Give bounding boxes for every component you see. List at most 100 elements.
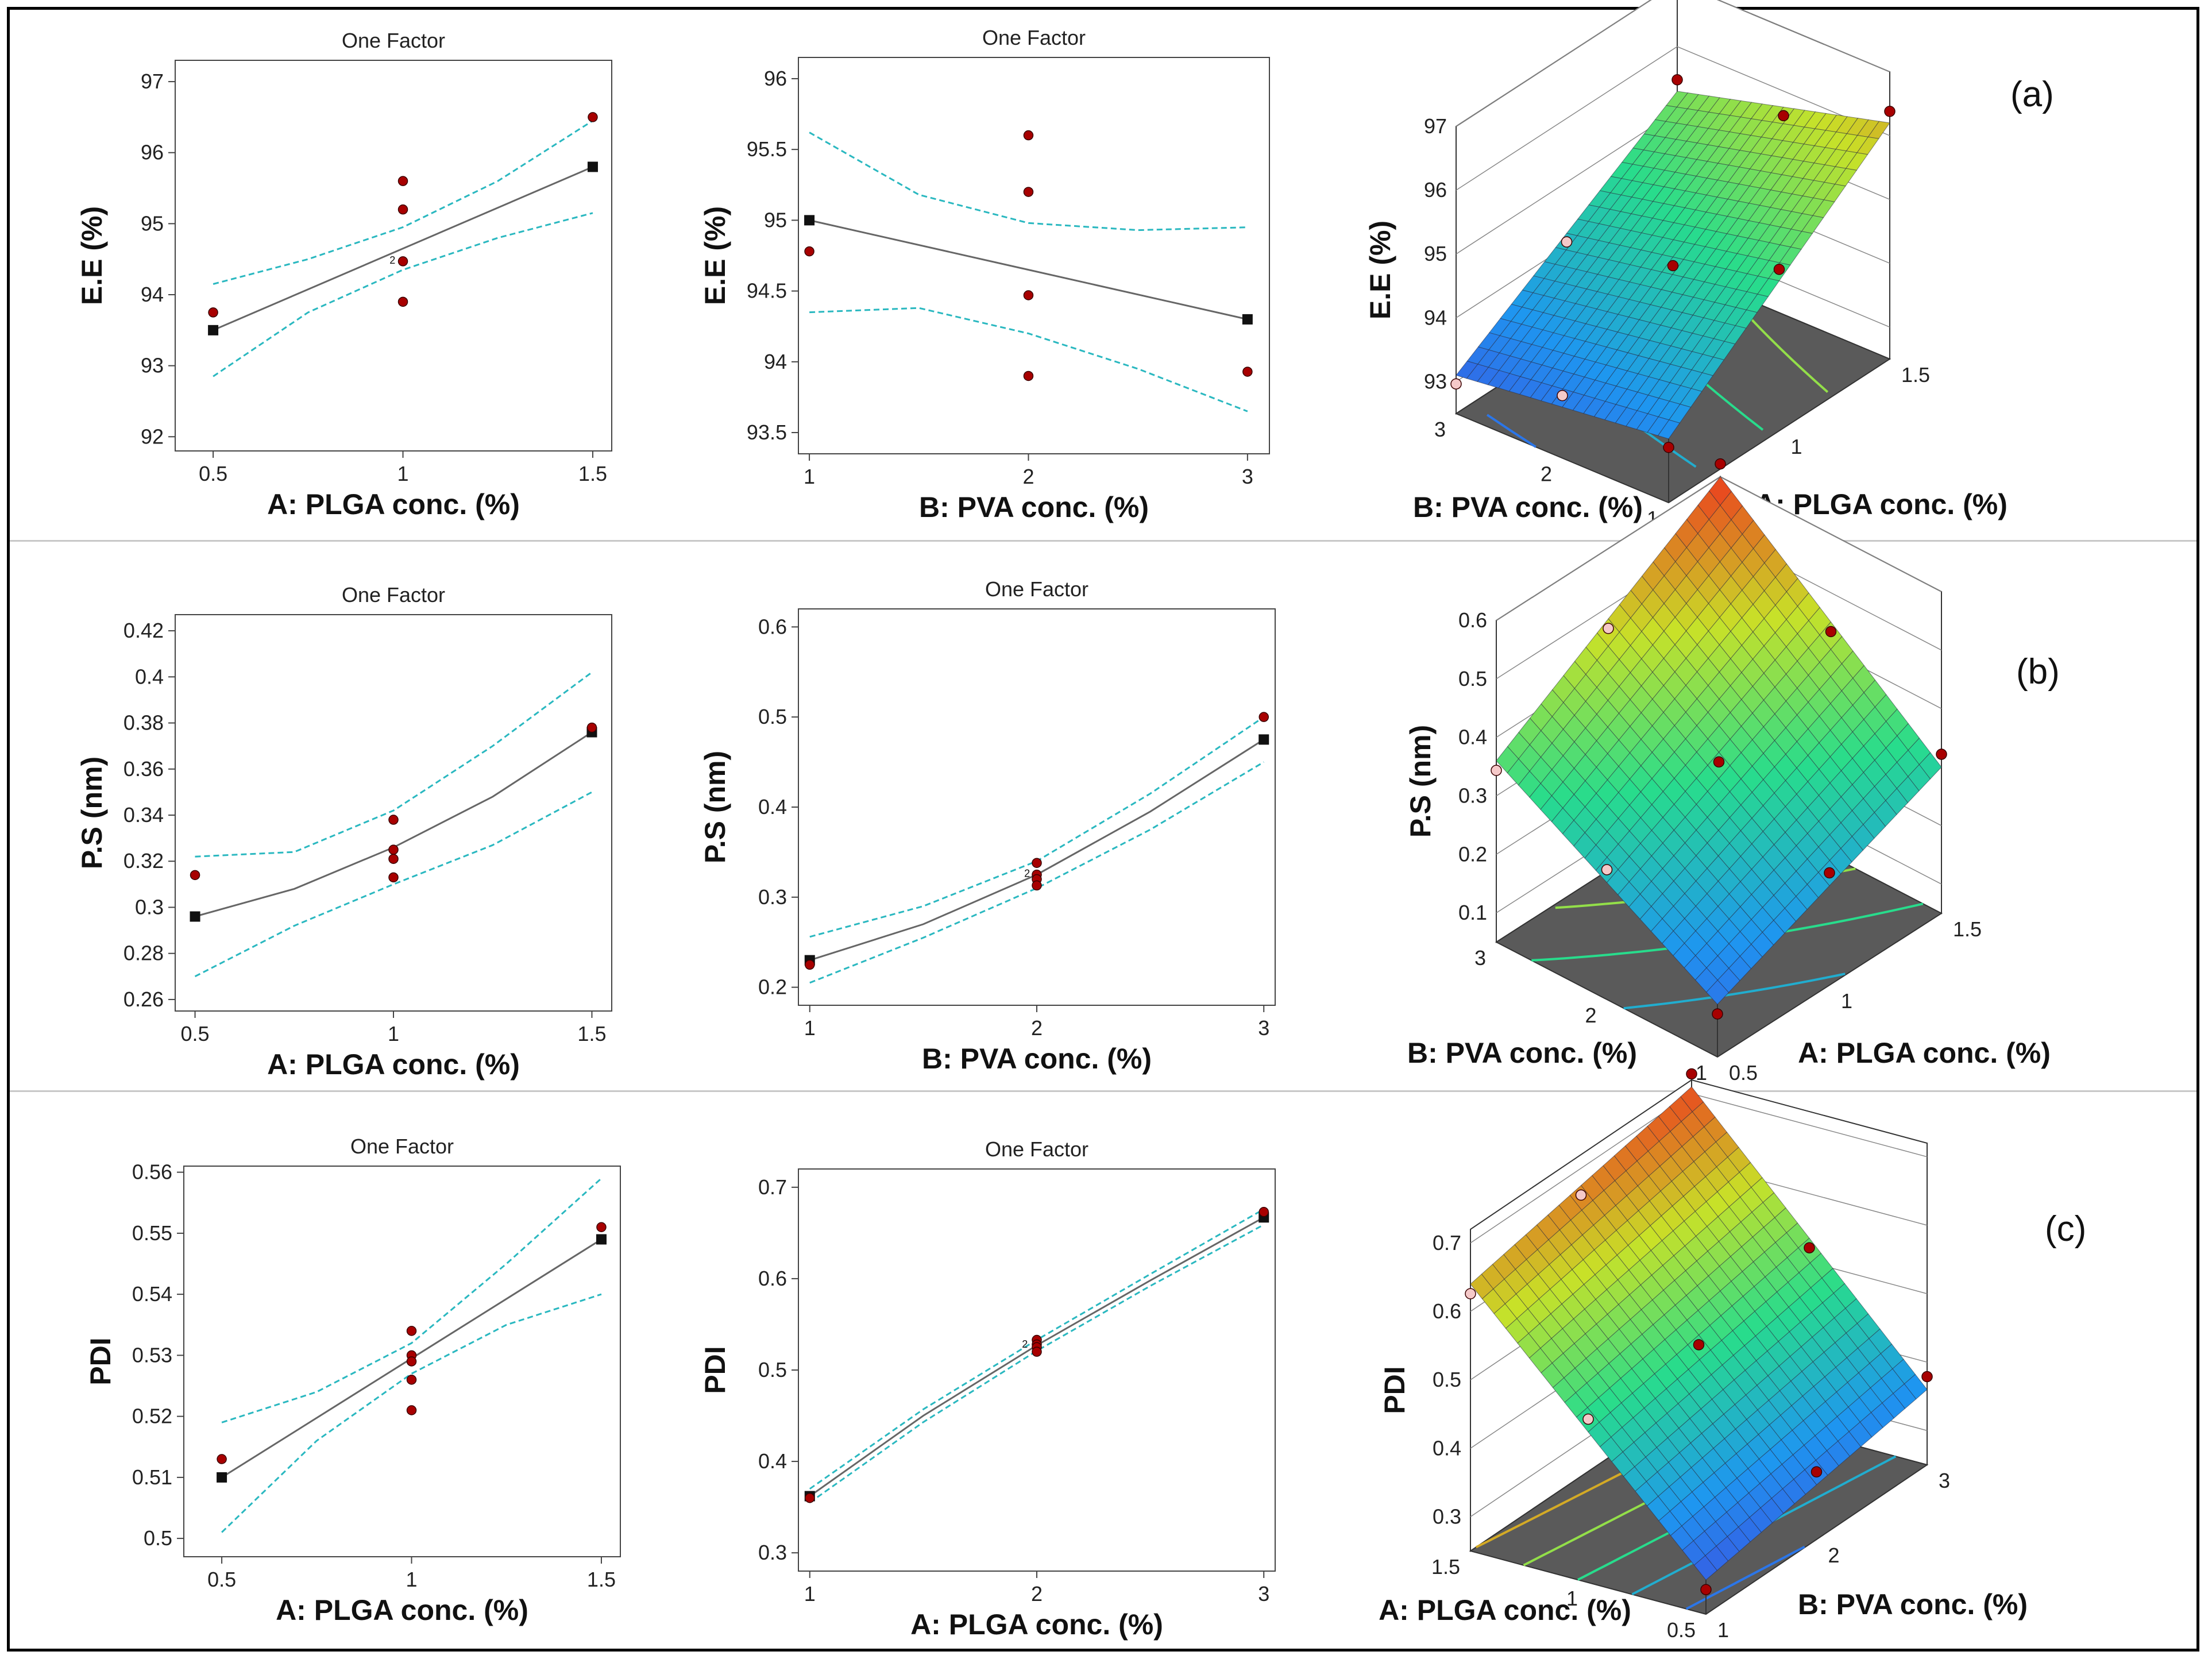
mean-marker: [208, 325, 219, 335]
y-axis-label: E.E (%): [76, 206, 108, 305]
y-tick-label: 0.32: [123, 849, 164, 873]
y-tick-label: 95: [141, 211, 164, 235]
ps-surface-chart: 0.1 0.2 0.3 0.4 0.5 0.6 P.S (nm) 1 2 3 0.5 1 1.5 B: P…: [1350, 458, 2051, 1086]
y-tick-label: 0.38: [123, 711, 164, 735]
y-tick-label: 0.6: [758, 1267, 787, 1290]
y-axis-label: E.E (%): [699, 206, 731, 305]
x-axis-label: A: PLGA conc. (%): [267, 488, 520, 520]
x-tick-label: 0.5: [207, 1568, 236, 1591]
design-point: [1603, 623, 1614, 634]
y-tick-label: 1.5: [1431, 1555, 1460, 1579]
y-tick-label: 0.4: [758, 795, 787, 819]
x-tick-label: 1.5: [578, 462, 607, 485]
ps-vs-pva-chart: One Factor 1 2 3 0.2 0.3 0.4 0.5 0.6 B: PVA conc.…: [661, 569, 1276, 1086]
y-tick-label: 0.42: [123, 619, 164, 642]
y-tick-label: 95.5: [747, 137, 787, 161]
x-tick-label: 1: [804, 1016, 816, 1040]
chart-svg: 0.3 0.4 0.5 0.6 0.7 PDI 0.5 1 1.5 1 2 3 A: PLGA conc…: [1379, 1068, 2028, 1642]
chart-title: One Factor: [982, 26, 1086, 49]
design-point: [1575, 1189, 1587, 1201]
mean-marker: [587, 161, 598, 172]
x-tick-label: 3: [1258, 1016, 1269, 1040]
pdi-vs-second-factor-chart: One Factor 1 2 3 0.3 0.4 0.5 0.6 0.7 A: PLGA conc…: [661, 1135, 1276, 1641]
ee-vs-plga-chart: One Factor 0.5 1 1.5 92 93 94 95 96 97 A: PLGA con…: [34, 17, 612, 534]
surface-cell: [1706, 979, 1730, 1005]
y-tick-label: 95: [764, 208, 787, 231]
design-point: [1700, 1584, 1712, 1595]
chart-svg: One Factor 1 2 3 93.5 94 94.5 95 95.5 96 B: PVA co…: [699, 26, 1270, 523]
z-axis-label: PDI: [1379, 1366, 1411, 1414]
y-tick-label: 0.3: [758, 885, 787, 909]
data-point: [388, 815, 399, 825]
y-tick-label: 0.3: [758, 1541, 787, 1564]
z-tick-label: 0.1: [1458, 901, 1487, 924]
x-tick-label: 2: [1031, 1016, 1043, 1040]
y-tick-label: 0.52: [132, 1405, 172, 1428]
data-point: [588, 112, 598, 122]
chart-svg: One Factor 0.5 1 1.5 0.26 0.28 0.3 0.32 0.34 0.36…: [76, 583, 612, 1081]
plot-area: [175, 614, 612, 1012]
panel-letter-c: (c): [2045, 1209, 2086, 1249]
design-point: [1667, 260, 1679, 272]
row-divider-2: [10, 1090, 2196, 1092]
design-point: [1778, 110, 1789, 122]
x-tick-label: 1: [804, 1582, 816, 1606]
point-count-label: 2: [1022, 1338, 1028, 1350]
z-tick-label: 0.5: [1433, 1368, 1461, 1391]
data-point: [1023, 187, 1034, 197]
design-point: [1601, 864, 1613, 875]
design-point: [1671, 74, 1683, 86]
y-tick-label: 93.5: [747, 420, 787, 444]
z-tick-label: 0.5: [1458, 667, 1487, 690]
data-point: [388, 872, 399, 883]
y-tick-label: 0.5: [144, 1526, 172, 1550]
data-point: [1023, 290, 1034, 300]
data-point: [586, 722, 597, 733]
x-tick-label: 1: [406, 1568, 418, 1591]
y-axis-label: P.S (nm): [699, 751, 731, 863]
plot-area: [175, 60, 612, 452]
z-axis-label: E.E (%): [1364, 221, 1396, 319]
y-tick-label: 0.34: [123, 803, 164, 827]
point-count-label: 2: [1024, 868, 1030, 879]
ci-upper-line: [195, 672, 593, 858]
design-point: [1715, 458, 1726, 470]
y-tick-label: 94: [141, 283, 164, 306]
y-tick-label: 0.5: [758, 705, 787, 728]
x-tick-label: 1.5: [577, 1022, 606, 1045]
data-point: [805, 959, 815, 970]
x-axis-label: A: PLGA conc. (%): [910, 1608, 1163, 1641]
mean-marker: [596, 1234, 607, 1245]
y-tick-label: 0.51: [132, 1465, 172, 1489]
z-tick-label: 0.6: [1433, 1299, 1461, 1323]
data-point: [397, 204, 408, 215]
data-point: [804, 246, 814, 257]
y-tick-label: 94: [764, 350, 787, 373]
z-tick-label: 0.3: [1458, 784, 1487, 807]
data-point: [208, 307, 218, 318]
row-divider-1: [10, 540, 2196, 542]
plot-area: [183, 1166, 621, 1557]
chart-svg: 0.1 0.2 0.3 0.4 0.5 0.6 P.S (nm) 1 2 3 0.5 1 1.5 B: P…: [1404, 458, 2051, 1085]
ci-lower-line: [221, 1293, 602, 1533]
ci-upper-line: [809, 132, 1248, 231]
x-tick-label: 0.5: [1729, 1061, 1758, 1085]
y-tick-label: 0.53: [132, 1343, 172, 1367]
chart-title: One Factor: [342, 583, 445, 607]
design-point: [1561, 236, 1573, 248]
floor-contour-line: [1486, 414, 1537, 448]
x-tick-label: 1.5: [1953, 917, 1982, 941]
z-tick-label: 0.4: [1458, 726, 1487, 749]
chart-title: One Factor: [985, 1137, 1088, 1161]
chart-title: One Factor: [342, 29, 445, 52]
y-tick-label: 0.26: [123, 987, 164, 1011]
y-tick-label: 0.36: [123, 757, 164, 781]
y-tick-label: 92: [141, 425, 164, 448]
data-point: [1032, 858, 1042, 868]
chart-svg: One Factor 1 2 3 0.3 0.4 0.5 0.6 0.7 A: PLGA conc…: [699, 1137, 1276, 1641]
design-point: [1773, 264, 1785, 275]
data-point: [596, 1222, 607, 1232]
y-axis-label: B: PVA conc. (%): [1407, 1037, 1637, 1069]
data-point: [397, 176, 408, 186]
